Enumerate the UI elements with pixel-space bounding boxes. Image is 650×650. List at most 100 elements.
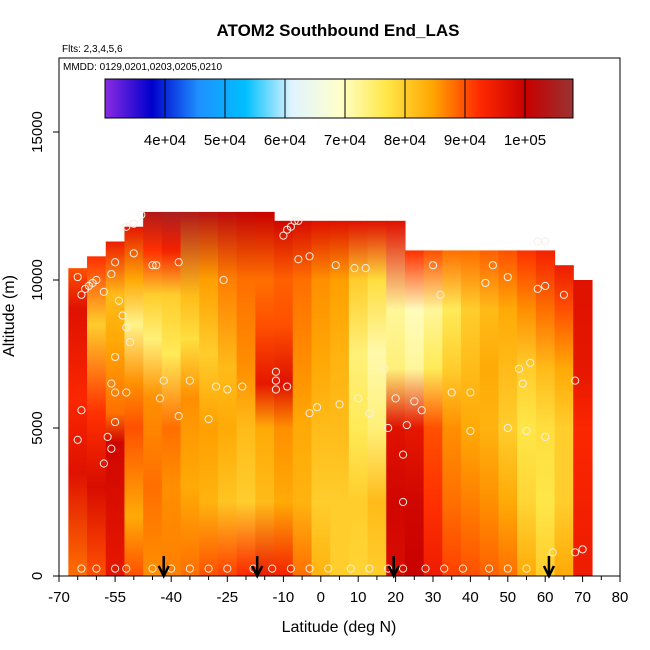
sample-point (77, 406, 86, 415)
heatmap-cell (517, 250, 537, 576)
sample-point (503, 272, 512, 282)
sample-point (541, 432, 550, 441)
sample-point (174, 412, 183, 421)
sample-point (503, 564, 512, 573)
sample-point (571, 376, 580, 385)
heatmap-cell (161, 211, 182, 576)
sample-point (185, 376, 194, 385)
sample-point (122, 388, 131, 397)
sample-point (324, 564, 333, 573)
sample-point (365, 564, 374, 573)
sample-point (122, 323, 131, 332)
sample-point (365, 409, 374, 418)
colorbar-gradient (104, 78, 574, 119)
sample-point (107, 269, 116, 279)
x-tick-label: 10 (350, 589, 367, 606)
heatmap-cell (124, 226, 144, 576)
heatmap-cell (330, 220, 350, 576)
sample-point (73, 435, 82, 444)
x-tick-label: -70 (48, 589, 70, 606)
sample-point (118, 311, 127, 320)
sample-point (114, 296, 123, 305)
sample-point (526, 358, 535, 367)
sample-point (294, 216, 303, 225)
x-tick-label: 60 (537, 589, 554, 606)
sample-point (73, 272, 82, 282)
sample-point (398, 450, 408, 459)
sample-point (541, 237, 550, 246)
sample-point (541, 281, 550, 291)
sample-point (305, 252, 314, 261)
sample-point (122, 564, 131, 573)
sample-point (268, 564, 277, 573)
sample-point (219, 275, 228, 285)
x-tick-label: 80 (612, 589, 629, 606)
x-tick-label: -25 (216, 589, 238, 606)
heatmap-cell (404, 250, 425, 576)
heatmap-cell (386, 220, 406, 576)
sample-point (346, 564, 355, 573)
sample-point (103, 432, 112, 441)
sample-point (354, 394, 363, 403)
heatmap-cell (87, 256, 107, 576)
sample-point (522, 426, 531, 436)
sample-point (92, 564, 101, 573)
sample-point (466, 388, 475, 397)
sample-point (305, 409, 314, 418)
heatmap-cell (348, 220, 369, 576)
sample-point (204, 564, 213, 573)
sample-point (380, 364, 389, 373)
flights-label: Flts: 2,3,4,5,6 (62, 44, 123, 55)
sample-point (283, 382, 292, 391)
x-tick-label: 20 (387, 589, 404, 606)
sample-point (185, 564, 194, 573)
sample-point (481, 278, 490, 288)
sample-point (99, 287, 108, 296)
colorbar-tick-label: 9e+04 (444, 132, 486, 149)
sample-point (571, 548, 580, 557)
y-axis: 0 5000 10000 15000 (29, 111, 59, 580)
sample-point (107, 444, 116, 453)
sample-point (361, 264, 370, 273)
sample-point (99, 459, 108, 468)
sample-point (578, 545, 587, 554)
sample-point (466, 426, 475, 436)
heatmap-cell (292, 220, 313, 576)
colorbar-tick-label: 5e+04 (204, 132, 246, 149)
sample-point (417, 406, 426, 415)
sample-point (488, 261, 497, 270)
sample-point (335, 400, 344, 409)
sample-point (428, 261, 438, 270)
sample-point (286, 564, 295, 573)
sample-point (111, 388, 120, 397)
heatmap-cell (367, 220, 387, 576)
sample-point (155, 394, 165, 403)
sample-point (174, 258, 183, 267)
y-tick-label: 10000 (29, 259, 46, 301)
sample-point (384, 564, 393, 573)
sample-point (107, 379, 116, 388)
heatmap-cell (573, 280, 593, 576)
sample-point (223, 564, 232, 573)
x-tick-label: -40 (160, 589, 182, 606)
sample-point (211, 382, 221, 391)
sample-point (533, 284, 542, 293)
sample-point (204, 415, 213, 424)
sample-point (398, 564, 408, 573)
sample-point (92, 275, 101, 285)
sample-point (398, 497, 408, 507)
sample-point (159, 376, 168, 385)
heatmap-cell (498, 250, 518, 576)
heatmap-cell (554, 265, 574, 576)
colorbar-tick-label: 4e+04 (144, 132, 186, 149)
sample-point (223, 385, 232, 394)
sample-point (122, 222, 131, 231)
colorbar-tick-label: 6e+04 (264, 132, 306, 149)
sample-point (271, 367, 281, 376)
sample-point (152, 261, 161, 270)
sample-point (125, 338, 135, 347)
sample-point (485, 564, 494, 573)
x-tick-label: -10 (273, 589, 295, 606)
sample-point (410, 397, 419, 406)
sample-point (77, 564, 86, 573)
